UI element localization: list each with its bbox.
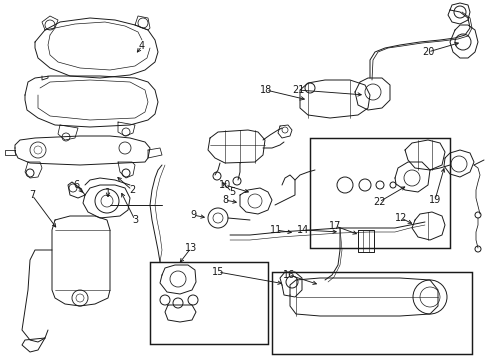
- Text: 10: 10: [219, 180, 231, 190]
- Text: 11: 11: [269, 225, 282, 235]
- Text: 5: 5: [228, 187, 235, 197]
- Text: 2: 2: [129, 185, 135, 195]
- Text: 7: 7: [29, 190, 35, 200]
- Text: 9: 9: [189, 210, 196, 220]
- Text: 21: 21: [291, 85, 304, 95]
- Text: 19: 19: [428, 195, 440, 205]
- Bar: [309, 138, 449, 248]
- Bar: [271, 272, 471, 354]
- Text: 22: 22: [372, 197, 385, 207]
- Text: 20: 20: [421, 47, 433, 57]
- Text: 1: 1: [105, 188, 111, 198]
- Text: 6: 6: [73, 180, 79, 190]
- Bar: [150, 262, 267, 344]
- Text: 14: 14: [296, 225, 308, 235]
- Text: 16: 16: [282, 270, 295, 280]
- Text: 4: 4: [139, 41, 145, 51]
- Text: 18: 18: [259, 85, 271, 95]
- Text: 17: 17: [328, 221, 341, 231]
- Text: 15: 15: [211, 267, 224, 277]
- Text: 13: 13: [184, 243, 197, 253]
- Text: 3: 3: [132, 215, 138, 225]
- Text: 12: 12: [394, 213, 407, 223]
- Text: 8: 8: [222, 195, 227, 205]
